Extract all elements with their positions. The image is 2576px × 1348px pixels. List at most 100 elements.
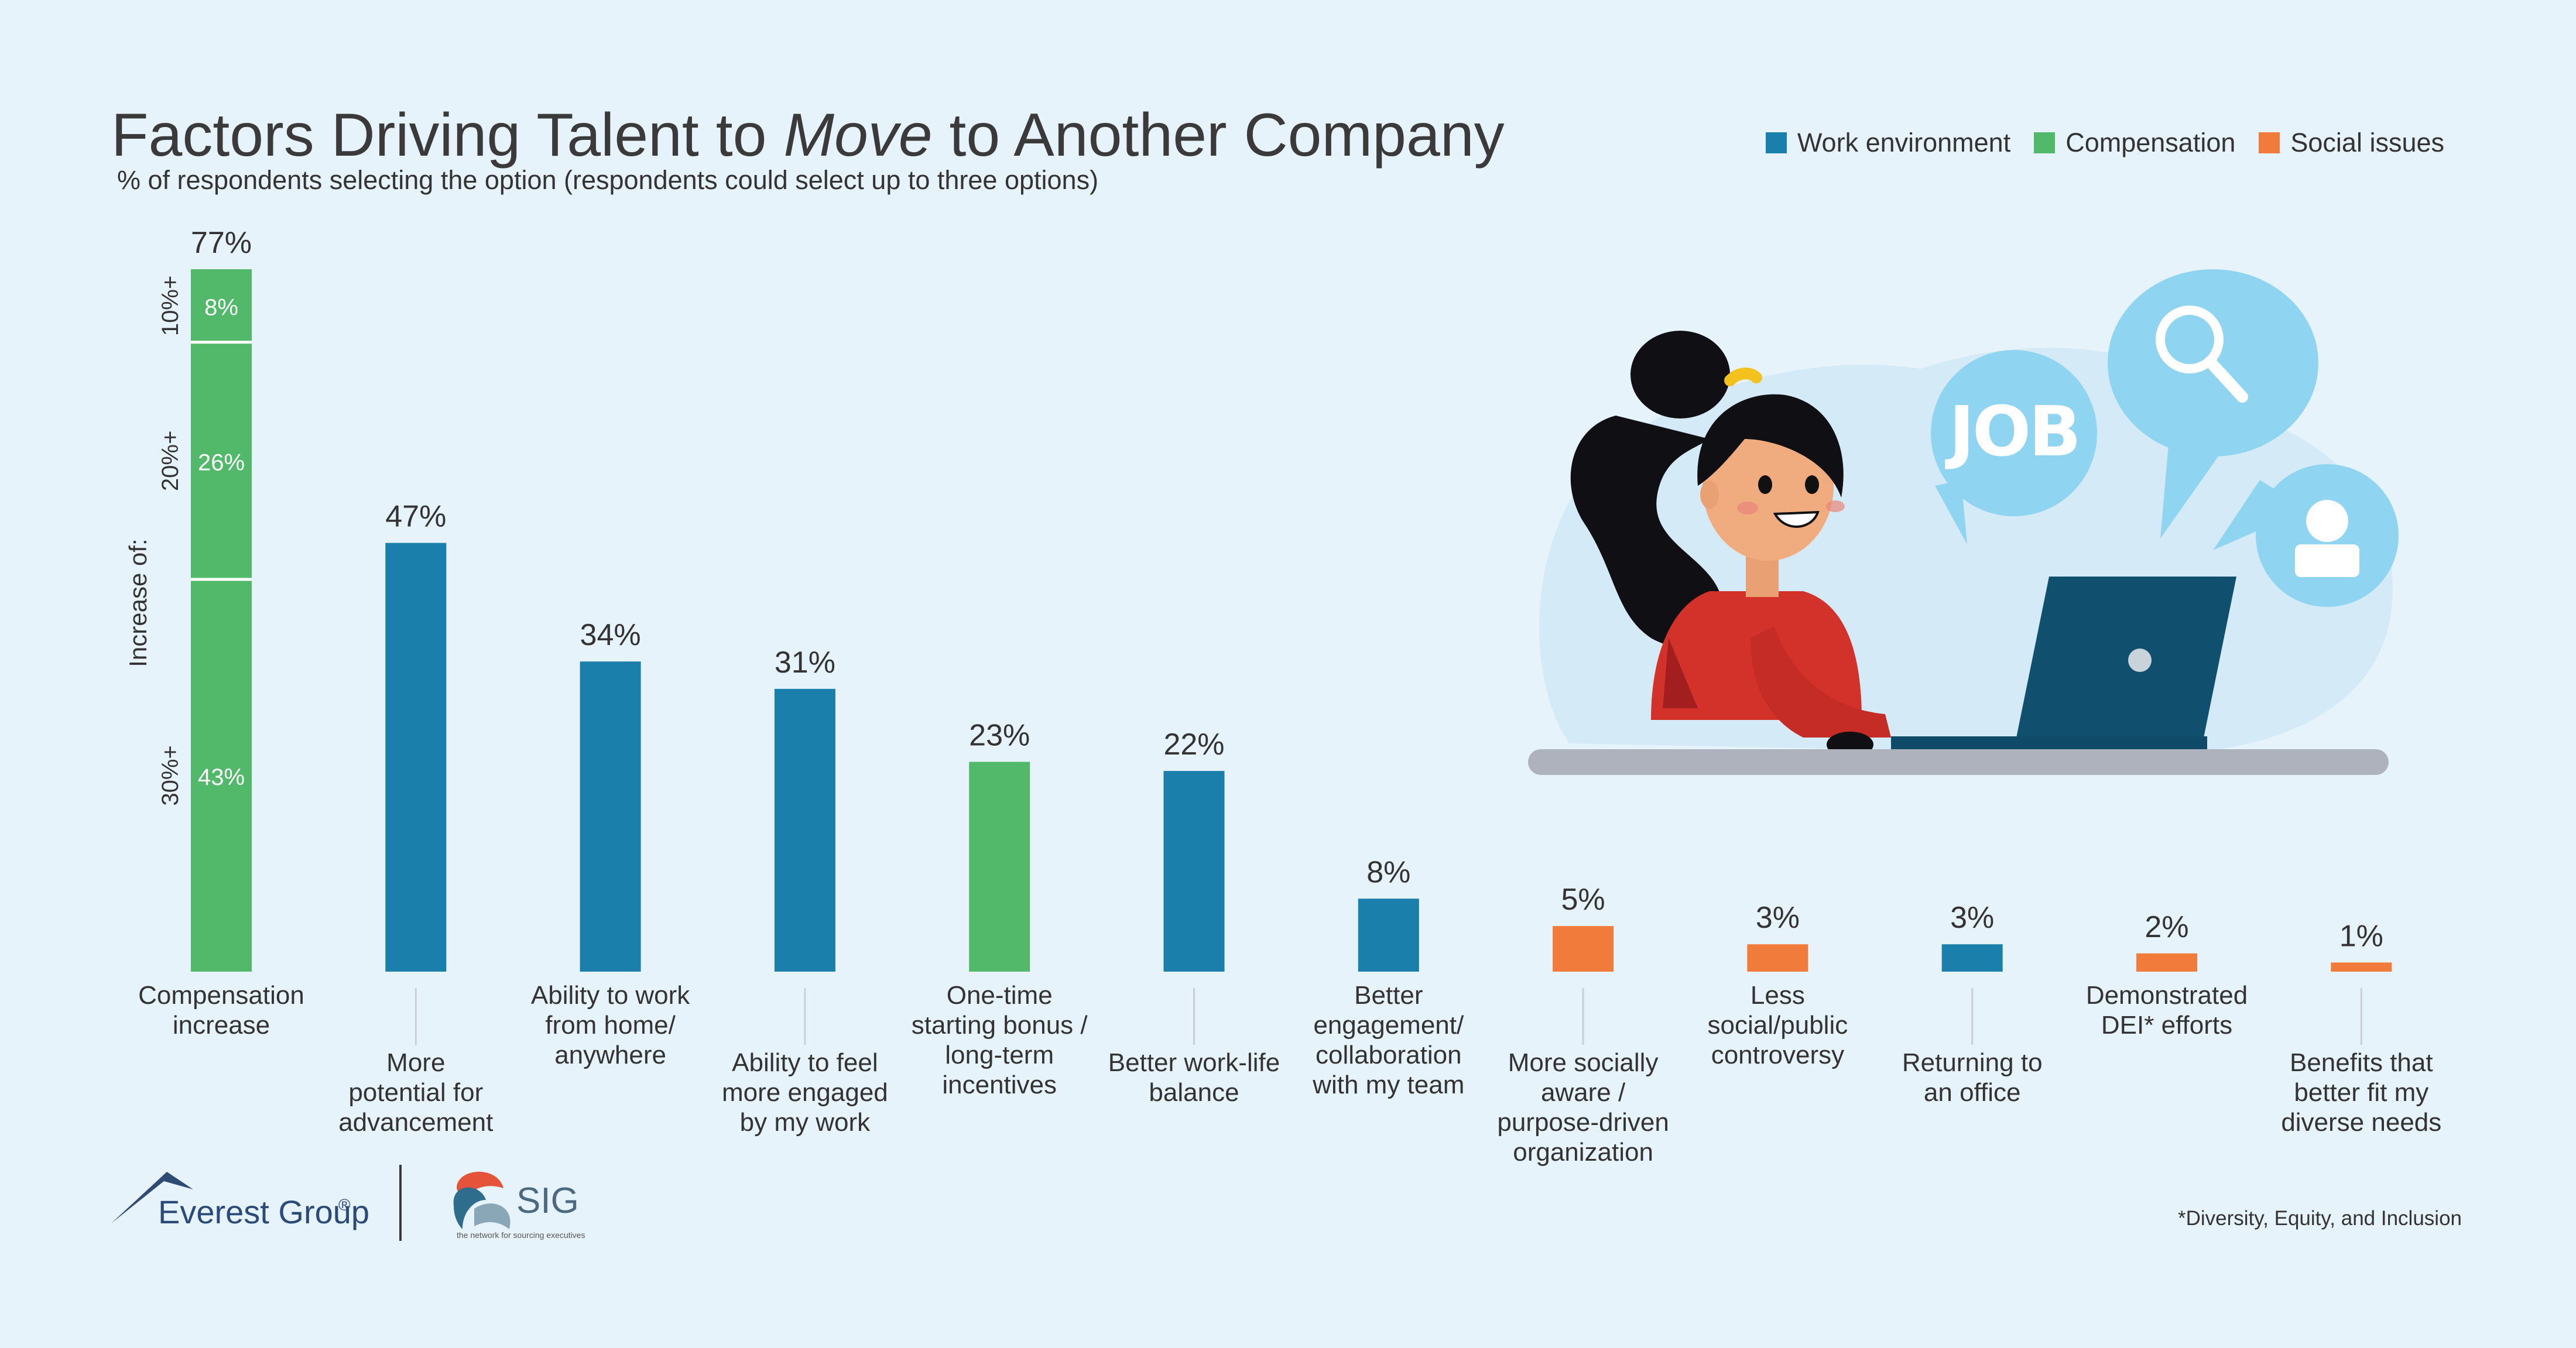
- category-label-8-line-1: More socially: [1508, 1048, 1659, 1077]
- category-label-4-line-1: Ability to feel: [732, 1048, 878, 1077]
- woman-figure: [1570, 331, 1891, 757]
- stack-axis-label: Increase of:: [124, 538, 152, 667]
- category-label-6-line-2: balance: [1149, 1078, 1239, 1107]
- sig-tagline: the network for sourcing executives: [457, 1230, 585, 1240]
- value-label-11: 2%: [2145, 910, 2188, 944]
- category-label-5-line-4: incentives: [942, 1071, 1057, 1099]
- category-label-4-line-2: more engaged: [722, 1078, 888, 1107]
- category-label-7-line-4: with my team: [1312, 1071, 1464, 1099]
- chart-title: Factors Driving Talent to Move to Anothe…: [111, 101, 1505, 170]
- legend-label-compensation: Compensation: [2065, 128, 2236, 157]
- bar-12: [2331, 962, 2392, 972]
- bar-9: [1747, 944, 1808, 972]
- category-label-4-line-3: by my work: [740, 1108, 871, 1137]
- category-label-8-line-3: purpose-driven: [1497, 1108, 1669, 1137]
- stack-range-label-3: 10%+: [157, 276, 183, 336]
- title-part-2: to Another Company: [932, 101, 1505, 169]
- category-label-3-line-3: anywhere: [554, 1041, 666, 1069]
- category-label-11-line-1: Demonstrated: [2086, 981, 2248, 1010]
- category-label-6-line-1: Better work-life: [1108, 1048, 1280, 1077]
- stack-range-label-1: 30%+: [157, 745, 183, 805]
- category-label-7-line-1: Better: [1354, 981, 1423, 1010]
- sig-mark: [453, 1171, 511, 1229]
- category-label-3-line-1: Ability to work: [531, 981, 690, 1010]
- desk: [1528, 749, 2389, 775]
- category-label-2-line-2: potential for: [348, 1078, 483, 1107]
- search-bubble: [2108, 269, 2318, 538]
- value-label-10: 3%: [1950, 901, 1994, 935]
- category-label-5-line-2: starting bonus /: [912, 1011, 1088, 1040]
- category-label-7-line-2: engagement/: [1313, 1011, 1464, 1040]
- bar-6: [1163, 771, 1225, 972]
- value-label-12: 1%: [2339, 919, 2383, 953]
- category-label-12-line-1: Benefits that: [2290, 1048, 2433, 1077]
- category-label-11-line-2: DEI* efforts: [2101, 1011, 2232, 1040]
- user-bubble: [2213, 464, 2399, 607]
- bar-4: [774, 688, 835, 972]
- category-label-3-line-2: from home/: [545, 1011, 676, 1040]
- bar-5: [969, 762, 1030, 972]
- bar-3: [580, 661, 641, 972]
- logos: Everest Group ® SIG the network for sour…: [111, 1165, 638, 1250]
- category-label-10-line-1: Returning to: [1902, 1048, 2043, 1077]
- value-label-4: 31%: [775, 646, 835, 680]
- category-label-8-line-2: aware /: [1541, 1078, 1626, 1107]
- bar-7: [1358, 898, 1419, 972]
- sig-logo-text: SIG: [516, 1181, 579, 1221]
- everest-logo-registered: ®: [338, 1196, 351, 1214]
- everest-logo: Everest Group ® SIG the network for sour…: [111, 1165, 585, 1241]
- stack-segment-label-2: 26%: [198, 450, 245, 475]
- legend-swatch-compensation: [2034, 132, 2056, 153]
- bar-10: [1941, 944, 2003, 972]
- laptop: [1891, 577, 2236, 752]
- chart-subtitle: % of respondents selecting the option (r…: [117, 165, 1099, 195]
- everest-logo-text: Everest Group: [158, 1193, 369, 1230]
- value-label-6: 22%: [1163, 728, 1224, 762]
- bar-2: [385, 543, 447, 972]
- category-label-8-line-4: organization: [1513, 1138, 1653, 1167]
- category-label-9-line-1: Less: [1751, 981, 1805, 1010]
- category-label-2-line-1: More: [386, 1048, 445, 1077]
- legend-item-social: Social issues: [2259, 128, 2444, 158]
- user-icon: [2295, 500, 2359, 577]
- job-bubble: JOB: [1931, 350, 2097, 544]
- category-label-9-line-3: controversy: [1711, 1041, 1844, 1069]
- stack-range-label-2: 20%+: [157, 431, 183, 491]
- legend-label-work: Work environment: [1797, 128, 2011, 157]
- legend-item-compensation: Compensation: [2034, 128, 2235, 158]
- search-icon: [2156, 306, 2248, 403]
- stack-segment-label-1: 43%: [198, 764, 245, 790]
- job-bubble-text: JOB: [1945, 391, 2079, 472]
- bar-11: [2136, 953, 2197, 972]
- value-label-9: 3%: [1756, 901, 1800, 935]
- bar-8: [1553, 926, 1614, 972]
- legend-item-work: Work environment: [1765, 128, 2011, 158]
- stack-segment-1: [191, 579, 252, 972]
- category-label-5-line-1: One-time: [947, 981, 1053, 1010]
- category-label-1-line-2: increase: [173, 1011, 270, 1040]
- category-label-9-line-2: social/public: [1708, 1011, 1848, 1040]
- value-label-5: 23%: [969, 719, 1030, 753]
- stack-segment-3: [191, 269, 252, 342]
- title-emphasis: Move: [783, 101, 933, 169]
- category-label-10-line-2: an office: [1924, 1078, 2021, 1107]
- value-label-3: 34%: [580, 618, 641, 652]
- value-label-8: 5%: [1561, 883, 1605, 917]
- category-label-7-line-3: collaboration: [1316, 1041, 1462, 1069]
- category-label-1-line-1: Compensation: [138, 981, 304, 1010]
- legend-swatch-social: [2259, 132, 2280, 153]
- value-label-2: 47%: [385, 500, 446, 534]
- category-label-5-line-3: long-term: [945, 1041, 1054, 1069]
- chart-legend: Work environment Compensation Social iss…: [1765, 128, 2444, 158]
- legend-label-social: Social issues: [2290, 128, 2444, 157]
- value-label-7: 8%: [1366, 855, 1410, 889]
- illustration: JOB: [1528, 269, 2399, 775]
- title-part-1: Factors Driving Talent to: [111, 101, 784, 169]
- category-label-12-line-2: better fit my: [2294, 1078, 2428, 1107]
- stack-segment-2: [191, 342, 252, 579]
- category-label-12-line-3: diverse needs: [2281, 1108, 2441, 1137]
- footnote: *Diversity, Equity, and Inclusion: [2177, 1207, 2462, 1230]
- stack-segment-label-3: 8%: [204, 294, 238, 320]
- legend-swatch-work: [1765, 132, 1787, 153]
